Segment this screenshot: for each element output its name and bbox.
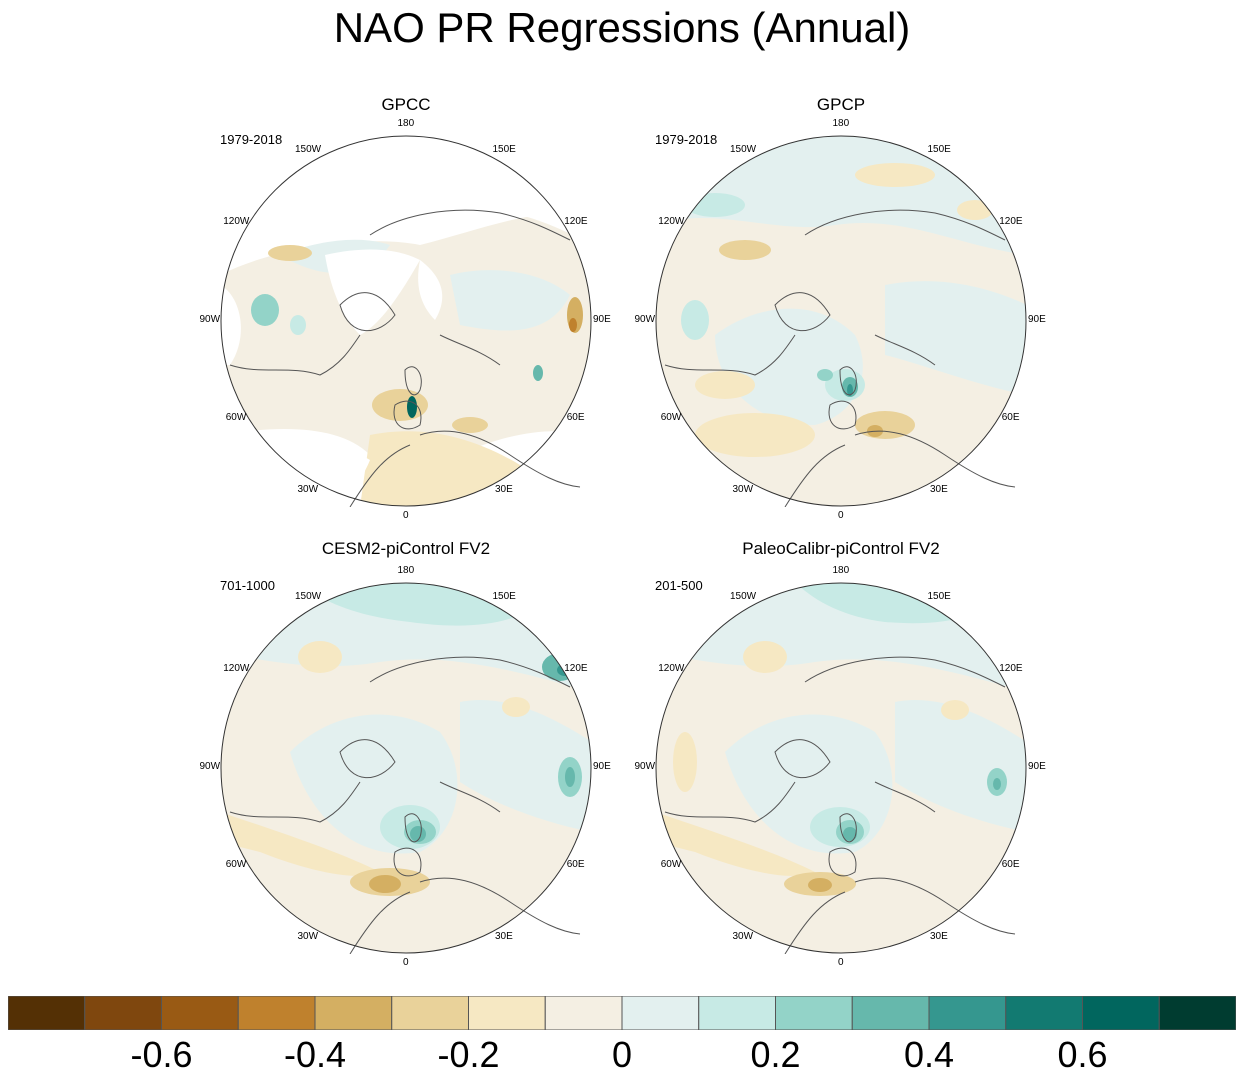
colorbar-swatch [851, 996, 930, 1030]
lon-label: 0 [403, 510, 409, 521]
lon-label: 60W [660, 412, 682, 423]
lon-label: 90W [199, 761, 221, 772]
lon-label: 90E [593, 314, 611, 325]
lon-label: 30W [297, 930, 319, 942]
lon-label: 90E [593, 761, 611, 772]
colorbar-swatch [1158, 996, 1236, 1030]
colorbar-swatch [391, 996, 469, 1030]
lon-label: 180 [832, 565, 850, 576]
period-label-gpcc: 1979-2018 [220, 132, 283, 147]
panel-title-gpcp: GPCP [816, 95, 866, 114]
colorbar-tick-label: 0 [611, 1034, 633, 1075]
polar-map-gpcc [220, 135, 592, 507]
lon-label: 180 [397, 565, 415, 576]
lon-label: 60E [566, 412, 585, 423]
lon-label: 60E [1001, 859, 1020, 870]
lon-label: 150E [492, 144, 516, 156]
colorbar-swatch [468, 996, 546, 1030]
lon-label: 150W [295, 591, 322, 603]
colorbar [8, 996, 1236, 1030]
period-label-gpcp: 1979-2018 [655, 132, 718, 147]
lon-label: 120W [223, 663, 250, 674]
lon-label: 180 [832, 118, 850, 129]
lon-label: 120W [658, 663, 685, 674]
colorbar-swatch [161, 996, 239, 1030]
lon-label: 120E [564, 216, 588, 227]
panel-title-paleocalibr: PaleoCalibr-piControl FV2 [742, 539, 940, 558]
lon-label: 120E [564, 663, 588, 674]
colorbar-tick-label: 0.2 [750, 1034, 801, 1075]
colorbar-swatch [544, 996, 623, 1030]
lon-label: 120W [658, 216, 685, 227]
lon-label: 0 [838, 957, 844, 968]
lon-label: 150E [927, 144, 951, 156]
polar-map-cesm2 [220, 582, 592, 954]
colorbar-swatch [237, 996, 316, 1030]
colorbar-swatch [8, 996, 86, 1030]
colorbar-tick-label: -0.2 [437, 1034, 500, 1075]
colorbar-tick-label: -0.4 [283, 1034, 347, 1075]
lon-label: 0 [403, 957, 409, 968]
lon-label: 150W [730, 144, 757, 156]
figure-title: NAO PR Regressions (Annual) [333, 4, 911, 51]
period-label-cesm2: 701-1000 [220, 578, 275, 593]
lon-label: 60E [566, 859, 585, 870]
lon-label: 30W [732, 930, 754, 942]
colorbar-swatch [698, 996, 776, 1030]
lon-label: 90W [634, 314, 656, 325]
period-label-paleocalibr: 201-500 [655, 578, 703, 593]
lon-label: 120E [999, 216, 1023, 227]
polar-map-gpcp [655, 135, 1027, 507]
lon-label: 60W [225, 412, 247, 423]
lon-label: 150E [927, 591, 951, 603]
lon-label: 30E [495, 930, 513, 942]
lon-label: 0 [838, 510, 844, 521]
lon-label: 150W [730, 591, 757, 603]
colorbar-swatch [1082, 996, 1160, 1030]
colorbar-swatch [1005, 996, 1083, 1030]
lon-label: 150E [492, 591, 516, 603]
colorbar-tick-label: -0.6 [130, 1034, 193, 1075]
polar-map-paleocalibr [655, 582, 1027, 954]
lon-label: 60W [660, 859, 682, 870]
lon-label: 30E [930, 483, 948, 495]
lon-label: 150W [295, 144, 322, 156]
colorbar-tick-label: 0.4 [903, 1034, 955, 1075]
lon-label: 30E [495, 483, 513, 495]
lon-label: 120W [223, 216, 250, 227]
lon-label: 90E [1028, 314, 1046, 325]
lon-label: 90W [199, 314, 221, 325]
lon-label: 90W [634, 761, 656, 772]
lon-label: 30E [930, 930, 948, 942]
colorbar-tick-label: 0.6 [1057, 1034, 1108, 1075]
lon-label: 180 [397, 118, 415, 129]
colorbar-swatch [314, 996, 393, 1030]
lon-label: 90E [1028, 761, 1046, 772]
lon-label: 60W [225, 859, 247, 870]
panel-title-cesm2: CESM2-piControl FV2 [321, 539, 491, 558]
lon-label: 30W [732, 483, 754, 495]
panel-title-gpcc: GPCC [381, 95, 431, 114]
colorbar-swatch [621, 996, 700, 1030]
colorbar-swatch [928, 996, 1007, 1030]
colorbar-swatch [775, 996, 853, 1030]
colorbar-swatch [84, 996, 162, 1030]
lon-label: 30W [297, 483, 319, 495]
lon-label: 60E [1001, 412, 1020, 423]
lon-label: 120E [999, 663, 1023, 674]
